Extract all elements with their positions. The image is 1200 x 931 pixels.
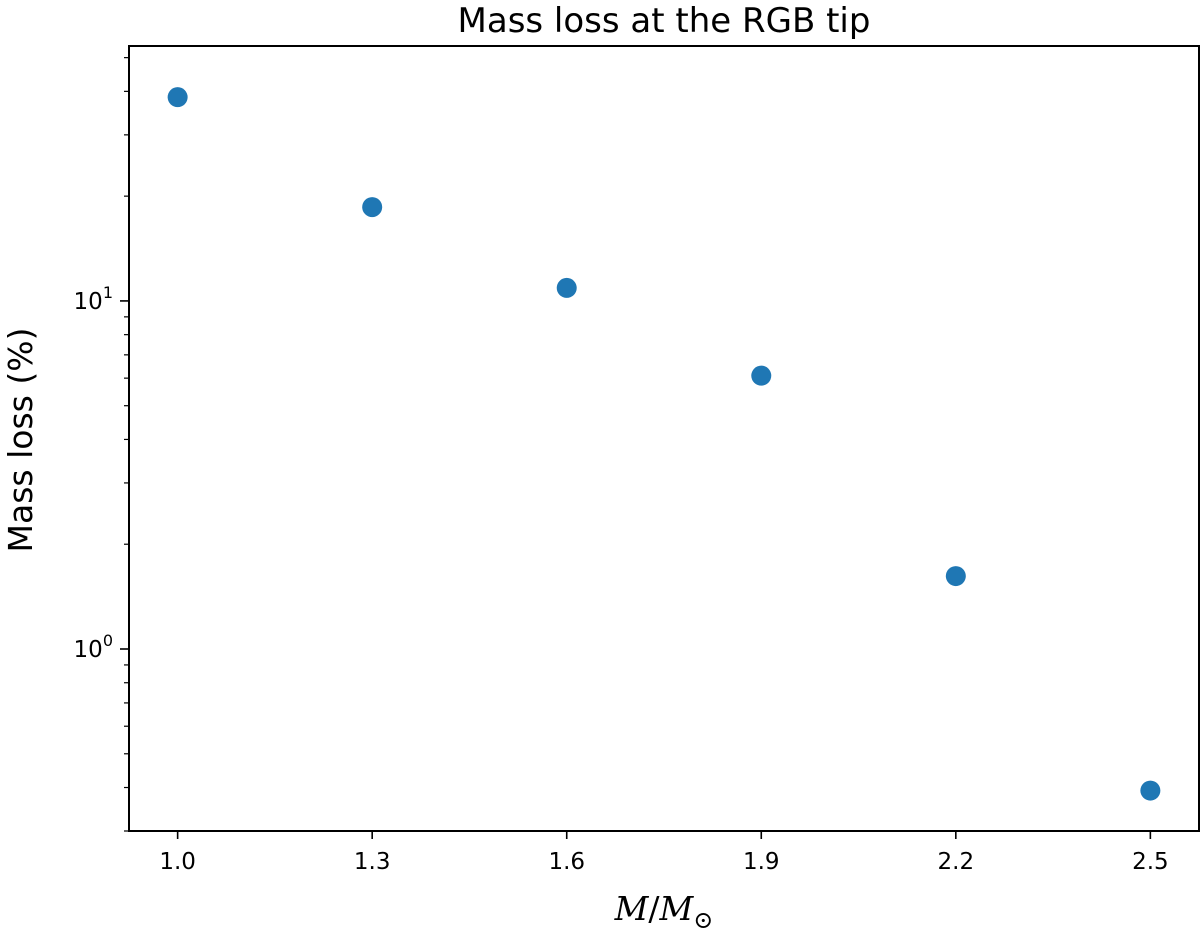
y-tick-label: 100 — [74, 631, 113, 663]
y-tick-label: 101 — [74, 283, 113, 315]
x-tick-label: 2.2 — [938, 849, 975, 875]
data-point — [167, 87, 188, 108]
x-tick-label: 1.0 — [159, 849, 196, 875]
data-point — [1140, 780, 1161, 801]
y-axis-label: Mass loss (%) — [1, 328, 40, 553]
x-tick-label: 2.5 — [1132, 849, 1169, 875]
data-point — [362, 197, 383, 218]
x-tick-label: 1.3 — [354, 849, 391, 875]
data-point — [945, 566, 966, 587]
x-axis-label: M/M⊙ — [614, 889, 714, 931]
data-points — [167, 87, 1161, 801]
x-tick-label: 1.6 — [548, 849, 585, 875]
x-tick-label: 1.9 — [743, 849, 780, 875]
data-point — [556, 277, 577, 298]
data-point — [751, 365, 772, 386]
chart-title: Mass loss at the RGB tip — [458, 1, 871, 41]
plot-frame — [128, 45, 1200, 832]
y-axis-ticks: 100 101 — [74, 57, 129, 832]
x-axis-ticks: 1.0 1.3 1.6 1.9 2.2 2.5 — [159, 831, 1169, 875]
